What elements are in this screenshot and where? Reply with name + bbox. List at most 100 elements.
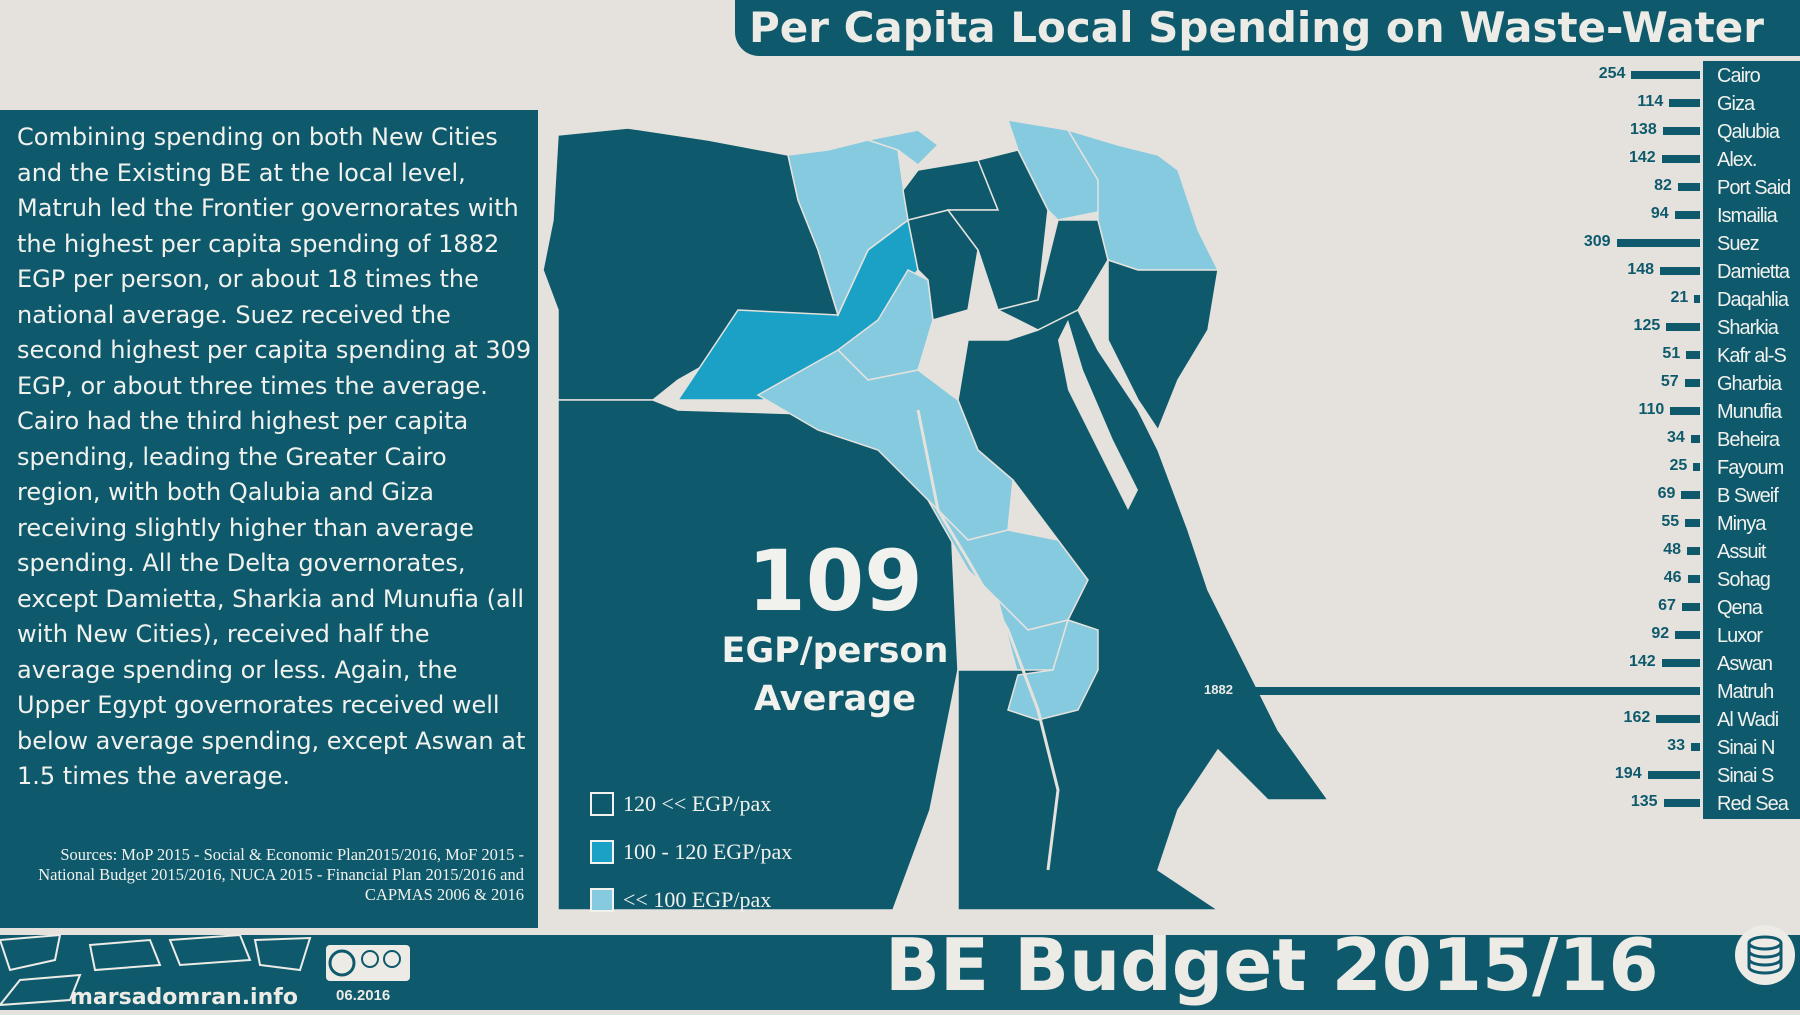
budget-title: BE Budget 2015/16 [885,923,1659,1007]
bar-value-label: 82 [1654,177,1672,194]
bar-gharbia [1684,379,1700,387]
bar-value-label: 110 [1638,401,1665,418]
bar-beheira [1690,435,1700,443]
bar-value-label: 21 [1670,289,1689,306]
average-unit: EGP/person [721,631,949,671]
bar-category-label: Munufia [1703,397,1800,427]
bar-luxor [1675,631,1700,639]
date-label: 06.2016 [336,987,391,1004]
bar-category-label: Sinai N [1703,733,1800,763]
legend-item: 120 << EGP/pax [590,780,850,828]
bar-fayoum [1693,463,1700,471]
bar-category-label: Red Sea [1703,789,1800,819]
bar-value-label: 254 [1598,65,1626,82]
bar-al-wadi [1656,715,1700,723]
bar-category-label: Sinai S [1703,761,1800,791]
bar-category-label: Minya [1703,509,1800,539]
marsad-omran-logo [0,930,320,1010]
bar-value-label: 162 [1623,709,1651,726]
bar-minya [1685,519,1700,527]
bar-value-label: 1882 [1204,682,1233,697]
bar-category-label: Fayoum [1703,453,1800,483]
map-gulf-of-suez [1058,320,1138,510]
bar-value-label: 125 [1633,317,1661,334]
bar-category-label: Beheira [1703,425,1800,455]
bar-category-label: Al Wadi [1703,705,1800,735]
bar-value-label: 51 [1662,345,1681,362]
legend-swatch-light [590,888,614,912]
bar-category-label: Luxor [1703,621,1800,651]
bar-value-label: 194 [1614,765,1642,782]
bar-category-label: Daqahlia [1703,285,1800,315]
bar-munufia [1670,407,1700,415]
bar-red-sea [1663,799,1700,807]
bar-value-label: 34 [1667,429,1685,446]
sources-text: Sources: MoP 2015 - Social & Economic Pl… [38,845,524,904]
bar-b-sweif [1681,491,1700,499]
bar-damietta [1660,267,1700,275]
legend-swatch-dark [590,792,614,816]
bar-category-label: Gharbia [1703,369,1800,399]
bar-value-label: 46 [1663,569,1682,586]
page-title: Per Capita Local Spending on Waste-Water [735,0,1800,56]
bar-alex- [1661,155,1700,163]
bottom-banner [0,935,1800,1010]
bar-sinai-s [1647,771,1700,779]
bar-value-label: 69 [1657,485,1676,502]
bar-category-label: Matruh [1703,677,1800,707]
bar-value-label: 309 [1583,233,1611,250]
map-region-beheira [787,139,909,318]
legend-label: 120 << EGP/pax [623,791,772,816]
bar-value-label: 55 [1661,513,1680,530]
bar-value-label: 48 [1663,541,1682,558]
bar-category-label: Sharkia [1703,313,1800,343]
bar-category-label: B Sweif [1703,481,1800,511]
bar-category-label: Assuit [1703,537,1800,567]
map-region-qena [1007,619,1099,721]
bar-category-label: Suez [1703,229,1800,259]
bar-category-label: Ismailia [1703,201,1800,231]
bar-sohag [1687,575,1700,583]
map-region-alex [865,129,940,166]
bar-category-label: Sohag [1703,565,1800,595]
bar-category-label: Alex. [1703,145,1800,175]
legend: 120 << EGP/pax 100 - 120 EGP/pax << 100 … [590,780,850,924]
bar-sharkia [1666,323,1700,331]
average-value: 109 [747,532,923,630]
average-label: Average [753,679,917,719]
bar-category-label: Aswan [1703,649,1800,679]
bar-value-label: 67 [1658,597,1676,614]
bar-value-label: 114 [1637,93,1664,110]
legend-label: 100 - 120 EGP/pax [623,839,793,864]
bar-giza [1669,99,1700,107]
bar-value-label: 57 [1660,373,1679,390]
bar-category-label: Port Said [1703,173,1800,203]
bar-suez [1616,239,1700,247]
bar-category-label: Qena [1703,593,1800,623]
bar-value-label: 148 [1627,261,1655,278]
bar-ismailia [1674,211,1700,219]
site-url: marsadomran.info [70,985,298,1010]
summary-panel: Combining spending on both New Cities an… [0,110,538,928]
bar-matruh [1200,687,1700,695]
bar-category-label: Damietta [1703,257,1800,287]
legend-label: << 100 EGP/pax [623,887,772,912]
coin-stack-icon-graphic [1747,935,1783,975]
bar-value-label: 25 [1669,457,1688,474]
bar-qena [1681,603,1700,611]
bar-assuit [1687,547,1700,555]
map-region-sinai-n [1066,128,1220,271]
egypt-map [542,119,1330,911]
map-region-sinai-s [1107,258,1219,432]
legend-item: 100 - 120 EGP/pax [590,828,850,876]
coin-stack-icon [1735,925,1795,985]
bar-category-label: Giza [1703,89,1800,119]
bar-kafr-al-s [1686,351,1700,359]
bar-value-label: 33 [1667,737,1686,754]
average-block: 109 EGP/person Average [700,535,970,723]
bar-category-label: Kafr al-S [1703,341,1800,371]
bottom-band [0,935,1800,1010]
legend-item: << 100 EGP/pax [590,876,850,924]
bar-value-label: 135 [1630,793,1658,810]
bar-value-label: 94 [1650,205,1669,222]
